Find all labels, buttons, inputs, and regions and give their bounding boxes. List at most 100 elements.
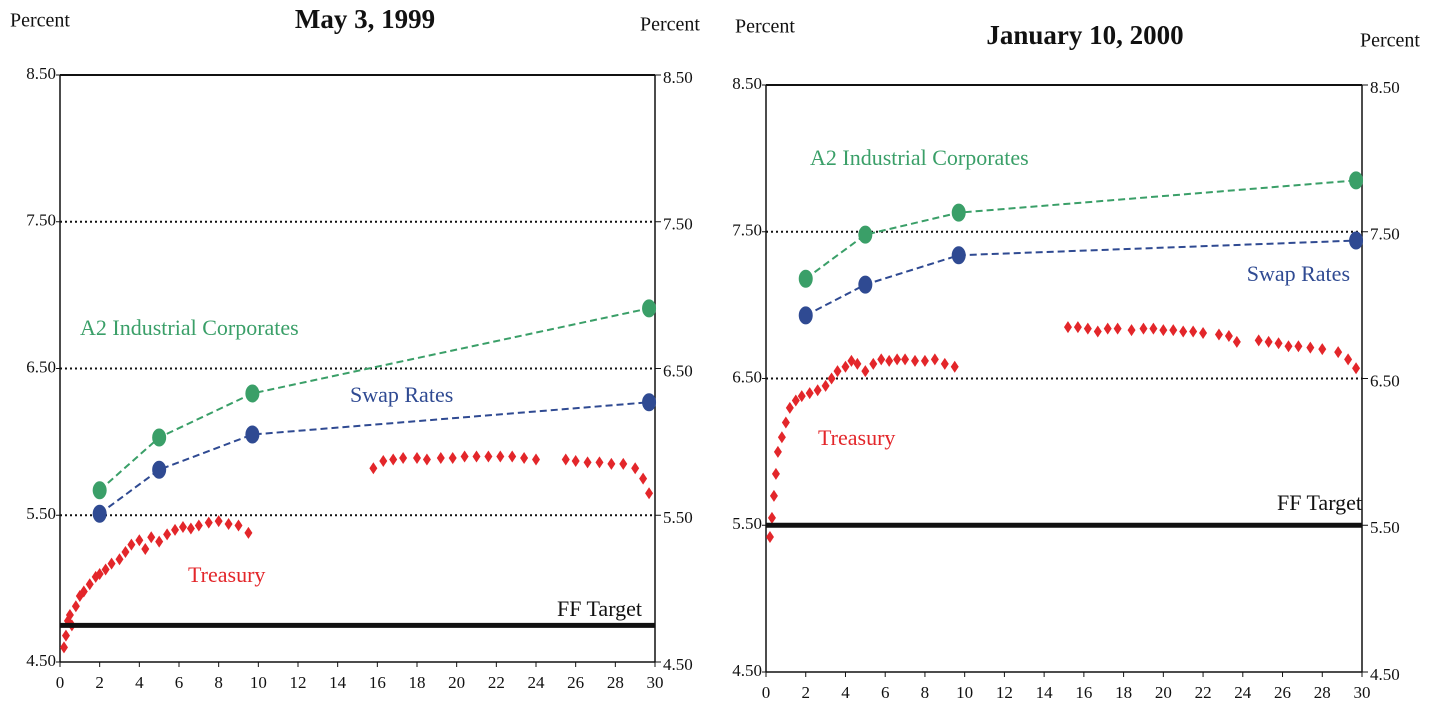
y2-tick-label: 8.50 [1370,78,1400,97]
x-tick-label: 30 [647,673,664,692]
point [234,519,243,532]
point [1093,325,1102,338]
x-tick-label: 10 [250,673,267,692]
point [178,520,187,533]
y2-tick-label: 8.50 [663,68,693,87]
point [85,578,94,591]
x-tick-label: 4 [841,683,850,702]
x-tick-label: 22 [1195,683,1212,702]
point [777,431,786,444]
point [1149,322,1158,335]
series-label: FF Target [557,596,642,621]
point [642,393,657,412]
point [1159,324,1168,337]
point [858,225,873,244]
point [1103,322,1112,335]
x-tick-label: 10 [956,683,973,702]
point [141,543,150,556]
point [920,354,929,367]
point [813,384,822,397]
point [152,428,167,447]
point [847,354,856,367]
x-tick-label: 8 [214,673,223,692]
y2-tick-label: 7.50 [1370,225,1400,244]
x-tick-label: 6 [175,673,184,692]
point [619,457,628,470]
point [244,526,253,539]
point [1083,322,1092,335]
point [1294,340,1303,353]
point [79,585,88,598]
point [798,269,813,288]
x-tick-label: 2 [801,683,810,702]
point [1189,325,1198,338]
point [92,504,107,523]
point [911,354,919,367]
x-tick-label: 2 [95,673,104,692]
point [214,515,223,528]
series-label: Treasury [818,425,895,450]
series-label: Swap Rates [350,382,453,407]
point [508,450,517,463]
point [472,450,481,463]
point [798,306,813,325]
point [607,457,616,470]
point [1214,328,1223,341]
point [379,454,388,467]
point [1113,322,1122,335]
series-line [805,239,1357,317]
point [642,299,657,318]
point [769,489,778,502]
point [422,453,431,466]
y2-tick-label: 6.50 [663,361,693,380]
y-tick-label: 8.50 [732,74,762,93]
y2-tick-label: 4.50 [663,655,693,674]
series-line [805,179,1357,280]
point [951,246,966,265]
point [1232,335,1241,348]
point [1349,171,1364,190]
y2-axis-label: Percent [1360,30,1420,52]
point [858,275,873,294]
point [1264,335,1273,348]
y-tick-label: 6.50 [732,367,762,386]
point [765,530,774,543]
point [781,416,790,429]
point [930,353,939,366]
point [869,357,878,370]
point [841,360,850,373]
point [785,401,794,414]
x-tick-label: 28 [1314,683,1331,702]
x-tick-label: 26 [567,673,584,692]
point [147,531,156,544]
point [827,372,836,385]
point [496,450,505,463]
point [885,354,894,367]
x-tick-label: 6 [881,683,890,702]
y-tick-label: 7.50 [26,211,56,230]
point [155,535,164,548]
y-tick-label: 4.50 [26,651,56,670]
point [833,365,842,378]
point [204,516,213,529]
point [135,534,144,547]
series-label: A2 Industrial Corporates [810,145,1029,170]
x-tick-label: 26 [1274,683,1291,702]
point [861,365,870,378]
point [1306,341,1315,354]
x-tick-label: 12 [996,683,1013,702]
point [1274,337,1283,350]
x-tick-label: 20 [1155,683,1172,702]
x-tick-label: 18 [1115,683,1132,702]
point [436,452,445,465]
series-line [99,307,650,492]
point [460,450,469,463]
point [893,353,902,366]
point [413,452,421,465]
x-tick-label: 8 [921,683,930,702]
point [901,353,910,366]
point [245,384,260,403]
point [369,462,378,475]
point [583,456,592,469]
